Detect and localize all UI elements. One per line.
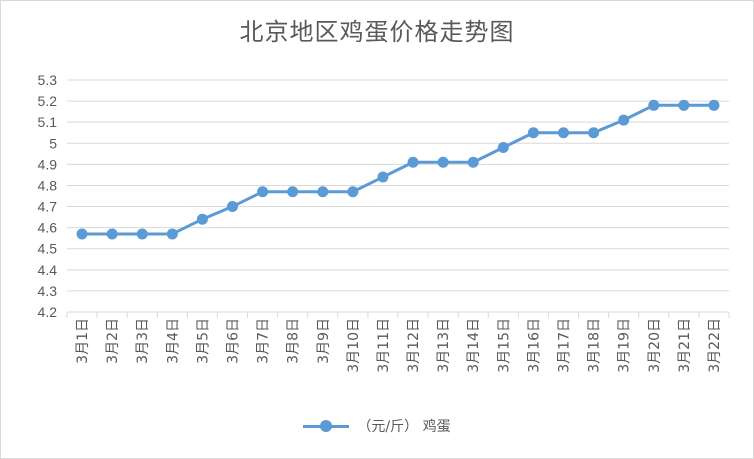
y-tick-label: 4.8 <box>38 177 58 193</box>
data-point <box>558 127 569 139</box>
x-tick-label: 3月8日 <box>286 318 302 364</box>
data-point <box>377 171 389 183</box>
x-tick-label: 3月9日 <box>316 318 332 364</box>
data-point <box>467 156 479 168</box>
x-tick-label: 3月20日 <box>647 318 663 373</box>
data-point <box>196 213 208 225</box>
x-tick-label: 3月17日 <box>557 318 573 373</box>
x-tick-label: 3月3日 <box>135 318 151 364</box>
chart-title: 北京地区鸡蛋价格走势图 <box>239 18 515 46</box>
x-tick-label: 3月15日 <box>496 318 512 373</box>
y-tick-label: 4.7 <box>38 199 58 215</box>
y-tick-label: 5.3 <box>38 72 58 88</box>
data-point <box>407 156 419 168</box>
y-tick-label: 5 <box>49 135 57 151</box>
legend-label: （元/斤） 鸡蛋 <box>357 419 451 435</box>
data-point <box>347 186 359 198</box>
x-tick-label: 3月11日 <box>376 318 392 373</box>
y-tick-label: 5.2 <box>38 93 58 109</box>
x-tick-label: 3月7日 <box>256 318 272 364</box>
data-point <box>708 99 720 111</box>
data-point <box>527 127 539 139</box>
y-tick-label: 4.5 <box>38 241 58 257</box>
x-tick-label: 3月6日 <box>226 318 242 364</box>
y-tick-label: 4.4 <box>38 262 58 278</box>
y-tick-label: 4.9 <box>38 156 58 172</box>
chart-legend: （元/斤） 鸡蛋 <box>0 416 754 436</box>
x-tick-label: 3月16日 <box>526 318 542 373</box>
y-tick-label: 5.1 <box>38 114 58 130</box>
legend-line-marker <box>303 419 350 432</box>
data-point <box>588 127 600 139</box>
x-tick-label: 3月19日 <box>617 318 633 373</box>
data-point <box>437 156 449 168</box>
y-tick-label: 4.6 <box>38 220 58 236</box>
x-tick-label: 3月10日 <box>346 318 362 373</box>
data-point <box>166 228 178 240</box>
data-point <box>227 201 238 213</box>
data-point <box>257 186 269 198</box>
data-point <box>648 99 660 111</box>
data-point <box>618 114 630 126</box>
x-tick-label: 3月1日 <box>75 318 91 364</box>
data-point <box>678 99 690 111</box>
x-tick-label: 3月12日 <box>406 318 422 373</box>
series-line <box>82 103 714 236</box>
x-tick-label: 3月18日 <box>587 318 603 373</box>
x-tick-label: 3月4日 <box>165 318 181 364</box>
data-point <box>106 228 118 240</box>
data-point <box>76 228 88 240</box>
data-point <box>287 186 299 198</box>
data-point <box>317 186 329 198</box>
y-tick-label: 4.2 <box>38 304 58 320</box>
x-tick-label: 3月13日 <box>436 318 452 373</box>
x-tick-label: 3月21日 <box>677 318 693 373</box>
x-tick-label: 3月2日 <box>105 318 121 364</box>
y-tick-label: 4.3 <box>38 283 58 299</box>
x-tick-label: 3月22日 <box>707 318 723 373</box>
x-tick-label: 3月14日 <box>466 318 482 373</box>
data-point <box>497 141 509 153</box>
data-point <box>136 228 148 240</box>
x-tick-label: 3月5日 <box>195 318 211 364</box>
